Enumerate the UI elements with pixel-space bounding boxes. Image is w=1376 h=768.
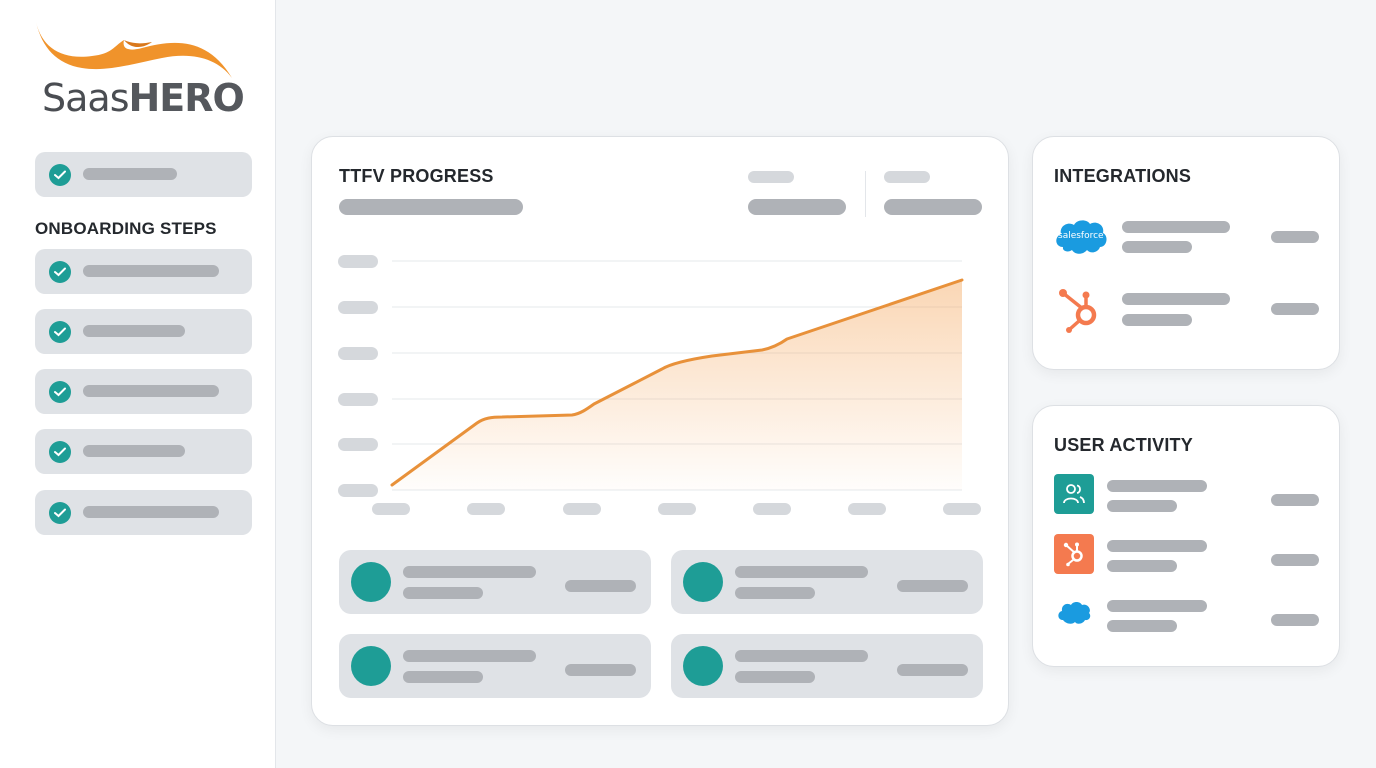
check-circle-icon (49, 441, 71, 463)
metric-tile-4[interactable] (671, 634, 983, 698)
hubspot-icon (1054, 534, 1094, 574)
integrations-title: INTEGRATIONS (1054, 166, 1192, 186)
stat-1-label-placeholder (748, 171, 794, 183)
integration-row-hubspot[interactable] (1033, 287, 1341, 337)
avatar-dot-icon (351, 646, 391, 686)
salesforce-icon: salesforce (1053, 217, 1109, 257)
activity-title-placeholder (1107, 540, 1207, 552)
activity-detail-placeholder (1107, 560, 1177, 572)
metric-tile-2[interactable] (671, 550, 983, 614)
activity-row-2[interactable] (1033, 534, 1341, 576)
integration-status-placeholder (1271, 231, 1319, 243)
activity-detail-placeholder (1107, 500, 1177, 512)
integration-row-salesforce[interactable]: salesforce (1033, 213, 1341, 263)
tile-value-placeholder (565, 580, 636, 592)
integration-name-placeholder (1122, 221, 1230, 233)
tile-value-placeholder (565, 664, 636, 676)
integration-detail-placeholder (1122, 241, 1192, 253)
integration-status-placeholder (1271, 303, 1319, 315)
check-circle-icon (49, 381, 71, 403)
hubspot-icon (1057, 287, 1101, 335)
ttfv-title: TTFV PROGRESS (339, 166, 494, 186)
tile-value-placeholder (897, 664, 968, 676)
onboarding-step-5[interactable] (35, 490, 252, 535)
check-circle-icon (49, 164, 71, 186)
swoosh-icon (36, 22, 232, 78)
step-label-placeholder (83, 445, 185, 457)
avatar-dot-icon (351, 562, 391, 602)
activity-title-placeholder (1107, 480, 1207, 492)
users-icon (1054, 474, 1094, 514)
activity-row-3[interactable] (1033, 594, 1341, 636)
integration-name-placeholder (1122, 293, 1230, 305)
check-circle-icon (49, 502, 71, 524)
brand-name: SaasHERO (42, 76, 245, 120)
check-circle-icon (49, 261, 71, 283)
tile-value-placeholder (897, 580, 968, 592)
tile-subtitle-placeholder (735, 671, 815, 683)
onboarding-steps-heading: ONBOARDING STEPS (35, 219, 217, 238)
activity-row-1[interactable] (1033, 474, 1341, 516)
user-activity-card: USER ACTIVITY (1032, 405, 1340, 667)
step-label-placeholder (83, 385, 219, 397)
ttfv-progress-card: TTFV PROGRESS (311, 136, 1009, 726)
onboarding-step-3[interactable] (35, 369, 252, 414)
sidebar-top-item[interactable] (35, 152, 252, 197)
stat-divider (865, 171, 866, 217)
tile-title-placeholder (403, 566, 536, 578)
activity-detail-placeholder (1107, 620, 1177, 632)
activity-time-placeholder (1271, 614, 1319, 626)
stat-2-label-placeholder (884, 171, 930, 183)
tile-subtitle-placeholder (403, 671, 483, 683)
onboarding-step-1[interactable] (35, 249, 252, 294)
onboarding-step-4[interactable] (35, 429, 252, 474)
check-circle-icon (49, 321, 71, 343)
tile-title-placeholder (735, 566, 868, 578)
onboarding-step-2[interactable] (35, 309, 252, 354)
saashero-logo[interactable]: SaasHERO (32, 18, 252, 120)
tile-title-placeholder (403, 650, 536, 662)
integration-detail-placeholder (1122, 314, 1192, 326)
step-label-placeholder (83, 325, 185, 337)
stat-2-value-placeholder (884, 199, 982, 215)
step-label-placeholder (83, 506, 219, 518)
salesforce-icon (1057, 600, 1091, 626)
avatar-dot-icon (683, 562, 723, 602)
avatar-dot-icon (683, 646, 723, 686)
tile-subtitle-placeholder (403, 587, 483, 599)
metric-tile-1[interactable] (339, 550, 651, 614)
activity-time-placeholder (1271, 494, 1319, 506)
activity-title-placeholder (1107, 600, 1207, 612)
user-activity-title: USER ACTIVITY (1054, 435, 1193, 455)
integrations-card: INTEGRATIONS salesforce (1032, 136, 1340, 370)
tile-title-placeholder (735, 650, 868, 662)
stat-1-value-placeholder (748, 199, 846, 215)
activity-time-placeholder (1271, 554, 1319, 566)
ttfv-area-chart[interactable] (332, 249, 992, 519)
metric-tile-3[interactable] (339, 634, 651, 698)
tile-subtitle-placeholder (735, 587, 815, 599)
sidebar: SaasHERO ONBOARDING STEPS (0, 0, 276, 768)
item-label-placeholder (83, 168, 177, 180)
step-label-placeholder (83, 265, 219, 277)
subtitle-placeholder (339, 199, 523, 215)
